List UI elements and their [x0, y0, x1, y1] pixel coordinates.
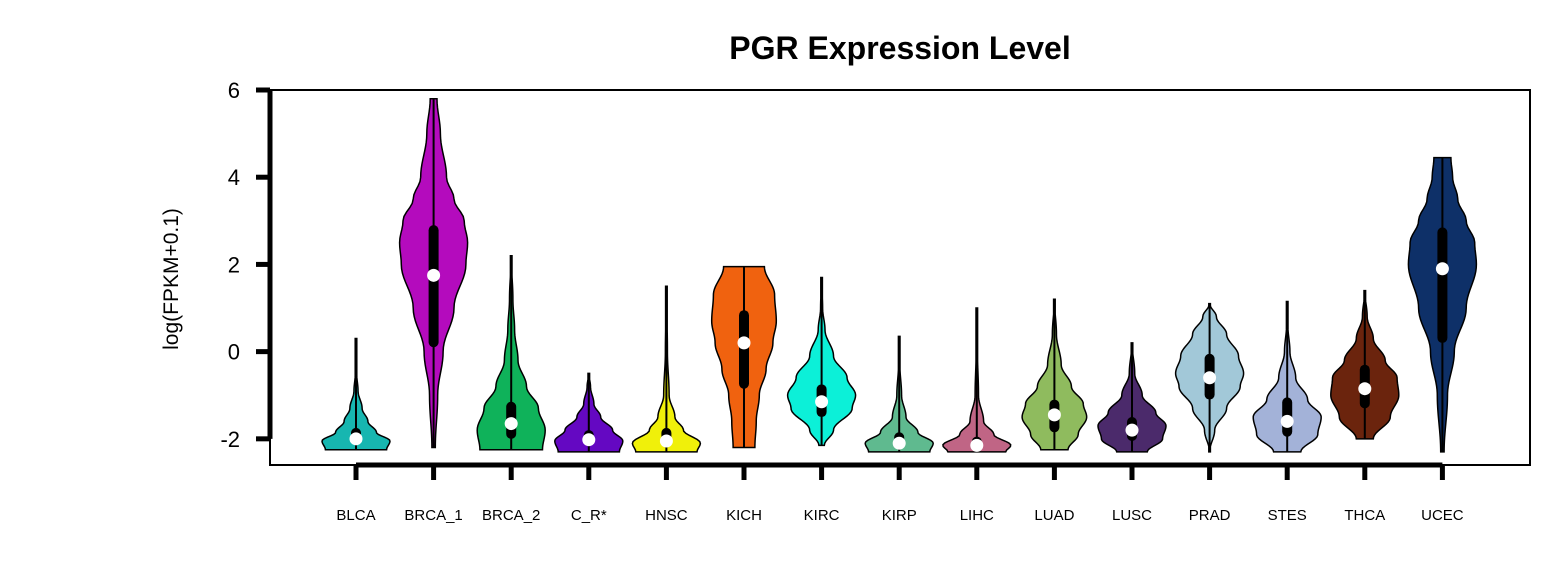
violin-median-point — [1047, 408, 1061, 422]
violin — [554, 372, 624, 453]
violin — [476, 254, 546, 451]
violin-median-point — [659, 434, 673, 448]
violin-median-point — [1435, 262, 1449, 276]
violin-median-point — [1203, 371, 1217, 385]
violin-median-point — [1358, 382, 1372, 396]
violin-median-point — [582, 433, 596, 447]
y-tick-label: 0 — [228, 340, 240, 365]
violin-median-point — [504, 417, 518, 431]
violin-median-point — [815, 395, 829, 409]
x-tick-label: KICH — [726, 507, 762, 524]
violin-iqr-box — [739, 310, 749, 389]
violin-median-point — [970, 438, 984, 452]
violin — [1407, 156, 1478, 453]
x-tick-label: KIRP — [882, 507, 917, 524]
violin — [942, 307, 1012, 453]
violins — [321, 97, 1478, 453]
violin — [1174, 302, 1245, 453]
violin — [1330, 289, 1400, 440]
x-tick-label: UCEC — [1421, 507, 1464, 524]
violin-median-point — [1125, 423, 1139, 437]
violin — [786, 276, 857, 447]
x-tick-label: THCA — [1344, 507, 1385, 524]
violin — [631, 285, 702, 453]
violin — [710, 265, 778, 449]
chart-title: PGR Expression Level — [729, 30, 1070, 66]
y-tick-label: 6 — [228, 78, 240, 103]
x-tick-label: LUAD — [1034, 507, 1074, 524]
violin — [1252, 300, 1322, 453]
x-tick-label: STES — [1268, 507, 1307, 524]
violin — [864, 335, 934, 453]
x-tick-label: LIHC — [960, 507, 994, 524]
x-tick-label: C_R* — [571, 507, 607, 524]
x-tick-label: BRCA_2 — [482, 507, 540, 524]
violin-iqr-box — [1437, 227, 1448, 343]
y-tick-label: -2 — [220, 427, 240, 452]
violin-median-point — [427, 268, 441, 282]
violin-median-point — [1280, 414, 1294, 428]
violin-median-point — [737, 336, 751, 350]
x-tick-label: LUSC — [1112, 507, 1152, 524]
violin — [1021, 298, 1088, 451]
violin — [398, 97, 469, 449]
x-tick-label: PRAD — [1189, 507, 1231, 524]
x-axis: BLCA BRCA_1 BRCA_2 C_R* HNSC KICH KIRC KIRP LIHC… — [336, 462, 1464, 524]
y-axis: -2 0 2 4 6 — [220, 78, 273, 452]
x-tick-label: BLCA — [336, 507, 375, 524]
y-tick-label: 2 — [228, 252, 240, 277]
violin-median-point — [892, 436, 906, 450]
y-tick-label: 4 — [228, 165, 240, 190]
y-axis-label: log(FPKM+0.1) — [160, 208, 183, 350]
violin-median-point — [349, 432, 363, 446]
x-tick-label: HNSC — [645, 507, 688, 524]
violin — [1097, 342, 1167, 453]
x-tick-label: KIRC — [804, 507, 840, 524]
violin — [321, 337, 391, 451]
x-tick-label: BRCA_1 — [404, 507, 462, 524]
violin-iqr-box — [428, 225, 439, 348]
